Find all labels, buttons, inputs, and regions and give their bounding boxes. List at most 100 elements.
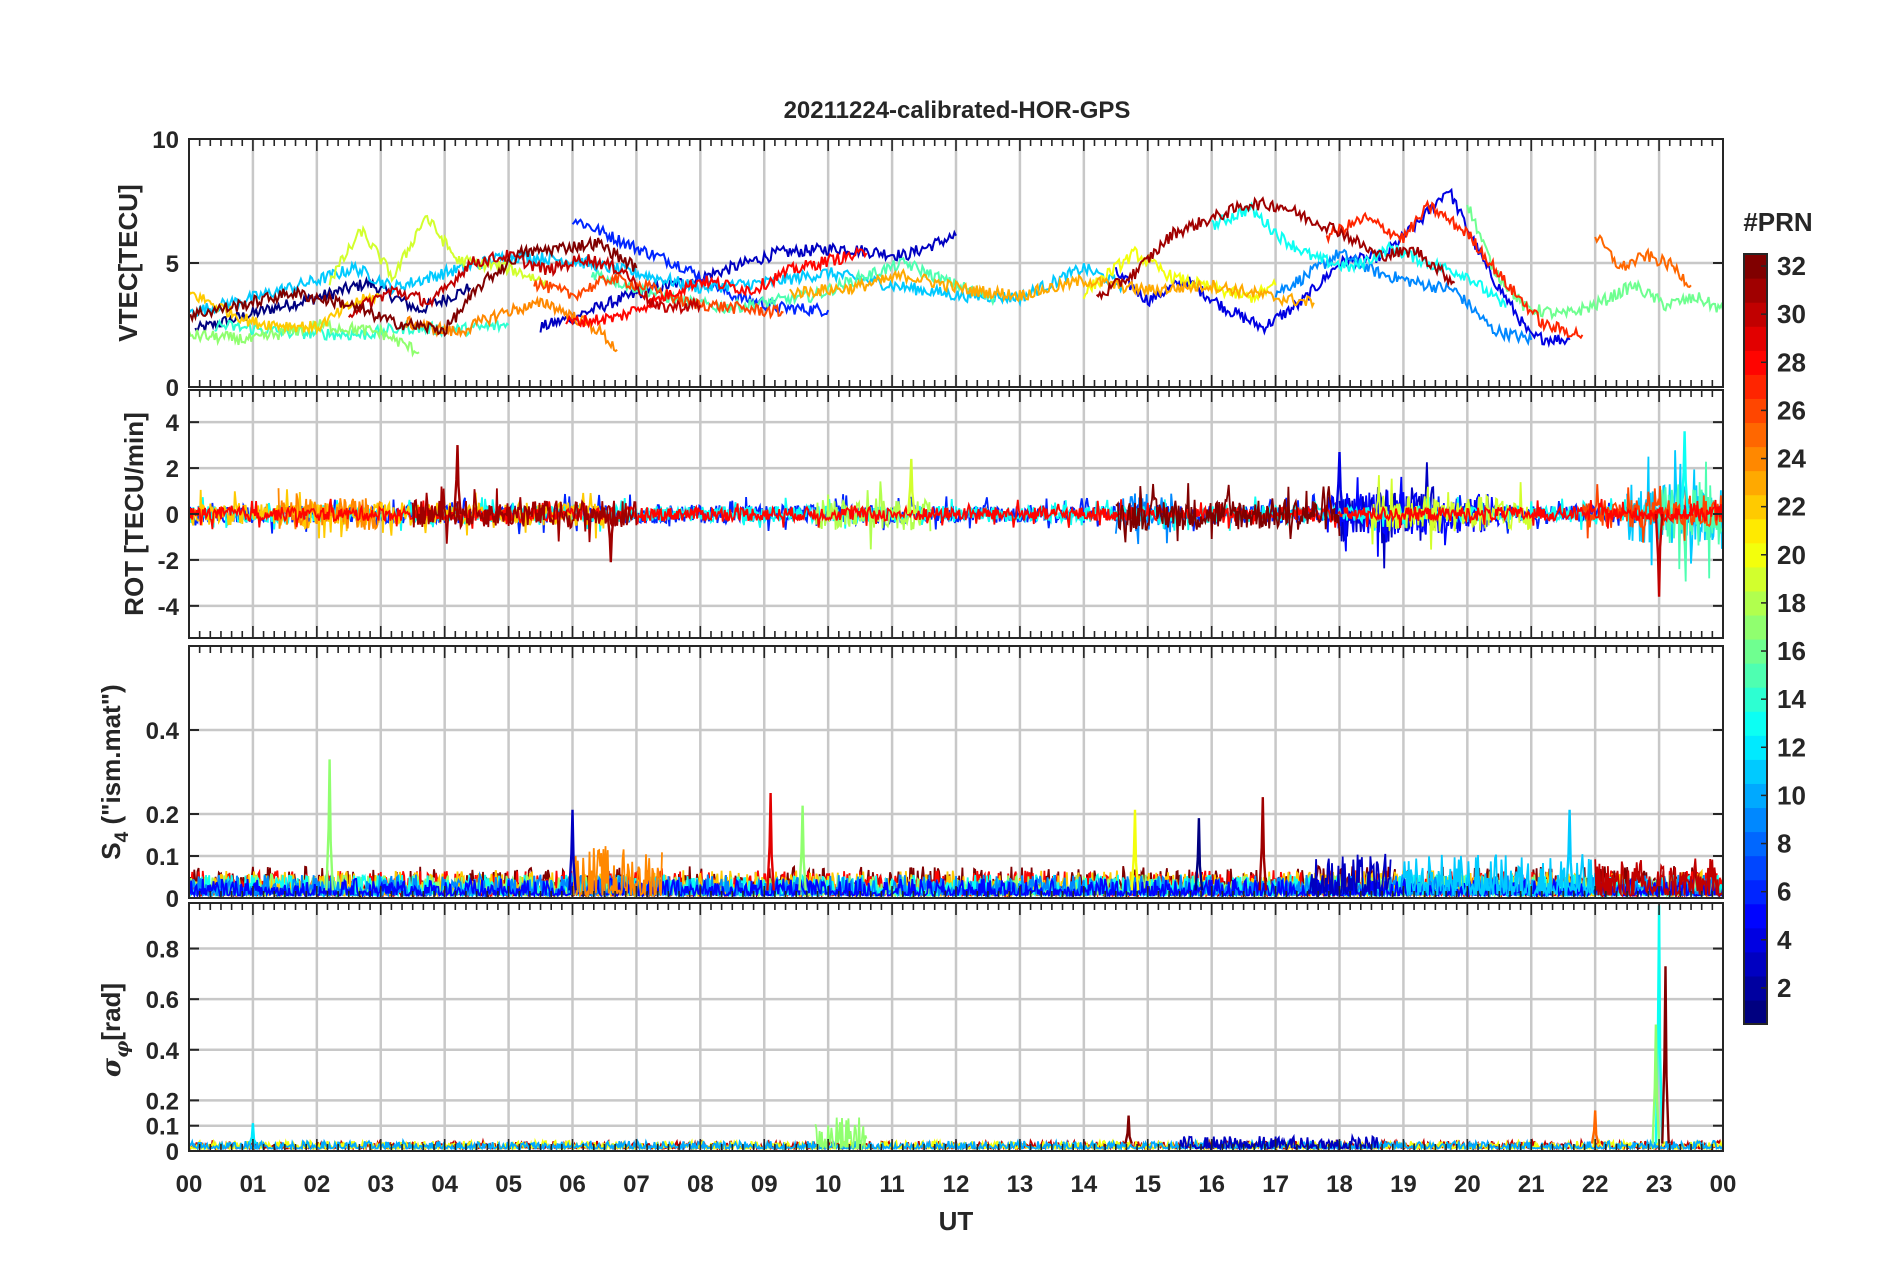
series-line-prn-26 bbox=[533, 271, 784, 320]
series-line-prn-19 bbox=[1370, 475, 1533, 550]
colorbar-cell-22 bbox=[1744, 494, 1767, 520]
series-line-prn-9 bbox=[1274, 248, 1533, 347]
panel-s4-grid bbox=[189, 646, 1723, 898]
series-line-prn-4 bbox=[1114, 187, 1571, 349]
colorbar-tick-label: 16 bbox=[1777, 636, 1806, 666]
panel-vtec-grid bbox=[189, 139, 1723, 387]
y-tick-label: 0 bbox=[166, 1139, 179, 1166]
x-tick-label: 02 bbox=[303, 1171, 330, 1198]
panel-vtec-series bbox=[189, 187, 1723, 358]
x-tick-label: 17 bbox=[1262, 1171, 1289, 1198]
colorbar-cell-24 bbox=[1744, 446, 1767, 472]
colorbar-cell-18 bbox=[1744, 590, 1767, 616]
colorbar-frame bbox=[1743, 253, 1768, 1025]
x-tick-label: 03 bbox=[367, 1171, 394, 1198]
colorbar-cell-32 bbox=[1744, 254, 1767, 279]
series-line-prn-25 bbox=[1594, 234, 1692, 289]
spike-prn-4 bbox=[1335, 451, 1344, 515]
y-tick-label: -2 bbox=[158, 548, 179, 575]
x-tick-label: 18 bbox=[1326, 1171, 1353, 1198]
x-tick-label: 22 bbox=[1582, 1171, 1609, 1198]
y-tick-label: -4 bbox=[158, 594, 180, 621]
spike-prn-12 bbox=[248, 1123, 258, 1145]
colorbar-cell-10 bbox=[1744, 783, 1767, 809]
y-tick-label: 5 bbox=[166, 251, 179, 278]
series-line-prn-11 bbox=[189, 249, 1124, 318]
colorbar-tick-label: 6 bbox=[1777, 877, 1791, 907]
panel-sigma-phi-ticks: 00.10.2 0.4 0.6 0.8 bbox=[146, 903, 1724, 1166]
panel-sigma-phi: 00.10.2 0.4 0.6 0.8 σφ[rad] bbox=[96, 902, 1724, 1166]
panel-vtec: 0 5 10 VTEC[TECU] bbox=[113, 127, 1724, 402]
colorbar-tick-label: 24 bbox=[1777, 444, 1806, 474]
x-tick-label: 01 bbox=[240, 1171, 267, 1198]
series-line-prn-13 bbox=[1211, 201, 1507, 308]
panel-s4-ticks: 0 0.1 0.2 0.4 bbox=[146, 646, 1724, 913]
panel-rot-ylabel: ROT [TECU/min] bbox=[119, 412, 149, 616]
y-tick-label: 0.2 bbox=[146, 1088, 179, 1115]
chart-title: 20211224-calibrated-HOR-GPS bbox=[784, 97, 1131, 124]
spike-prn-17 bbox=[325, 759, 334, 891]
colorbar-cell-28 bbox=[1744, 350, 1767, 375]
panel-sigma-phi-grid bbox=[189, 903, 1723, 1151]
spike-prn-19 bbox=[906, 458, 916, 515]
spike-prn-13 bbox=[1680, 431, 1689, 515]
series-line-prn-26 bbox=[1581, 484, 1723, 543]
colorbar-cell-5 bbox=[1744, 903, 1767, 929]
colorbar-tick-label: 2 bbox=[1777, 973, 1791, 1003]
spike-prn-32 bbox=[1661, 966, 1670, 1144]
spike-prn-31 bbox=[1258, 797, 1268, 891]
panel-rot-ticks: -4 -2 0 2 4 bbox=[158, 390, 1724, 638]
colorbar-tick-label: 32 bbox=[1777, 251, 1806, 281]
y-tick-label: 0.6 bbox=[146, 987, 179, 1014]
y-tick-label: 0 bbox=[166, 375, 179, 402]
x-tick-label: 00 bbox=[1710, 1171, 1737, 1198]
colorbar-cell-2 bbox=[1744, 975, 1767, 1001]
y-tick-label: 0.2 bbox=[146, 802, 179, 829]
x-axis-label: UT bbox=[939, 1206, 974, 1236]
colorbar-tick-label: 4 bbox=[1777, 925, 1792, 955]
colorbar-cell-4 bbox=[1744, 927, 1767, 953]
series-line-prn-24 bbox=[405, 295, 618, 353]
spike-prn-1 bbox=[1194, 818, 1204, 891]
colorbar-cell-7 bbox=[1744, 855, 1767, 881]
y-tick-label: 4 bbox=[166, 410, 180, 437]
x-tick-label: 06 bbox=[559, 1171, 586, 1198]
colorbar-cell-3 bbox=[1744, 951, 1767, 977]
x-tick-label: 21 bbox=[1518, 1171, 1545, 1198]
series-line-prn-22 bbox=[189, 290, 382, 336]
colorbar-cell-14 bbox=[1744, 687, 1767, 712]
panel-vtec-ticks: 0 5 10 bbox=[152, 127, 1724, 402]
y-tick-label: 10 bbox=[152, 127, 179, 154]
spike-prn-30 bbox=[1654, 513, 1664, 597]
panel-s4-ylabel: S4 ("ism.mat") bbox=[96, 684, 133, 859]
colorbar-cell-25 bbox=[1744, 422, 1767, 448]
spike-prn-11 bbox=[1565, 809, 1574, 891]
colorbar-tick-label: 8 bbox=[1777, 829, 1791, 859]
colorbar-tick-label: 18 bbox=[1777, 588, 1806, 618]
colorbar-tick-label: 10 bbox=[1777, 780, 1806, 810]
x-tick-label: 19 bbox=[1390, 1171, 1417, 1198]
colorbar-cell-30 bbox=[1744, 302, 1767, 327]
spike-prn-3 bbox=[568, 809, 577, 891]
series-line-prn-28 bbox=[189, 498, 1723, 530]
panel-sigma-phi-ylabel: σφ[rad] bbox=[96, 983, 133, 1077]
spike-prn-31 bbox=[606, 513, 616, 563]
colorbar-cell-23 bbox=[1744, 470, 1767, 496]
x-tick-label: 20 bbox=[1454, 1171, 1481, 1198]
colorbar-tick-label: 30 bbox=[1777, 299, 1806, 329]
spike-prn-29 bbox=[766, 792, 775, 891]
x-axis-tick-labels: 00 01 02 03 04 05 06 07 08 09 10 11 12 13 14 15 16 17 18 19… bbox=[176, 1171, 1737, 1198]
x-tick-label: 09 bbox=[751, 1171, 778, 1198]
colorbar-cell-15 bbox=[1744, 663, 1767, 688]
x-tick-label: 14 bbox=[1070, 1171, 1097, 1198]
panel-s4: 0 0.1 0.2 0.4 S4 ("ism.mat") bbox=[96, 645, 1724, 913]
spike-prn-31 bbox=[453, 445, 462, 515]
colorbar-gradient bbox=[1744, 254, 1767, 1025]
series-line-prn-28 bbox=[565, 246, 868, 329]
y-tick-label: 0.4 bbox=[146, 1038, 180, 1065]
colorbar-tick-label: 12 bbox=[1777, 732, 1806, 762]
spike-prn-17 bbox=[798, 805, 807, 891]
x-tick-label: 12 bbox=[943, 1171, 970, 1198]
